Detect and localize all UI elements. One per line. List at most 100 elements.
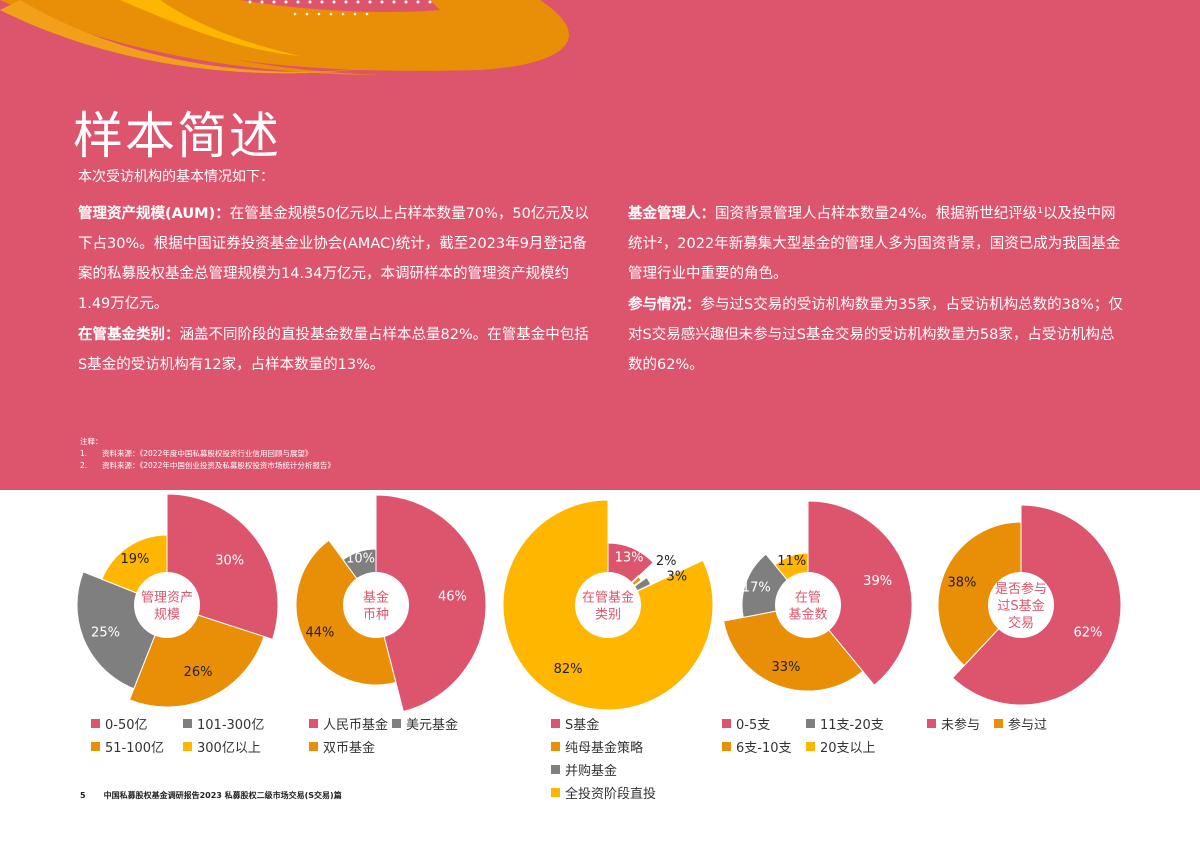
swatch-icon — [309, 742, 318, 751]
legend-item: 参与过 — [994, 714, 1047, 733]
donut-center-label: 管理资产 — [141, 591, 193, 606]
legend-item: 101-300亿 — [183, 714, 264, 733]
page-footer: 5 中国私募股权基金调研报告2023 私募股权二级市场交易(S交易)篇 — [80, 790, 342, 801]
paragraph-aum-label: 管理资产规模(AUM)： — [78, 206, 230, 222]
legend-item: 美元基金 — [392, 714, 458, 733]
slice-value-label: 39% — [863, 574, 892, 589]
paragraph-manager: 基金管理人：国资背景管理人占样本数量24%。根据新世纪评级¹以及投中网统计²，2… — [628, 199, 1128, 289]
paragraph-participation: 参与情况：参与过S交易的受访机构数量为35家，占受访机构总数的38%；仅对S交易… — [628, 290, 1128, 380]
paragraph-aum-text: 在管基金规模50亿元以上占样本数量70%，50亿元及以下占30%。根据中国证券投… — [78, 206, 589, 312]
swatch-icon — [551, 719, 560, 728]
slice-value-label: 26% — [184, 665, 213, 680]
paragraph-manager-text: 国资背景管理人占样本数量24%。根据新世纪评级¹以及投中网统计²，2022年新募… — [628, 206, 1121, 282]
legend-item: 11支-20支 — [806, 714, 884, 733]
donut-center-label: 交易 — [1008, 615, 1034, 631]
donut-chart-1: 30% 26% 25% 19% 管理资产规模 — [76, 493, 279, 708]
legend-item: 双币基金 — [309, 737, 375, 756]
legend-fund-category: S基金 纯母基金策略 并购基金 全投资阶段直投 — [551, 712, 670, 804]
swatch-icon — [551, 742, 560, 751]
page-number: 5 — [80, 791, 86, 800]
swatch-icon — [183, 742, 192, 751]
slice-value-label: 46% — [438, 589, 467, 604]
pie-slice — [375, 494, 487, 713]
donut-center-label: 基金数 — [788, 607, 827, 623]
slice-value-label: 25% — [91, 626, 120, 641]
donut-center — [575, 572, 641, 638]
legend-item: 全投资阶段直投 — [551, 783, 656, 802]
donut-center — [134, 572, 200, 638]
slice-value-label: 33% — [772, 660, 801, 675]
legend-fund-count: 0-5支 11支-20支 6支-10支 20支以上 — [722, 712, 898, 758]
slice-value-label: 10% — [346, 551, 375, 566]
decorative-swoosh-graphic — [0, 0, 569, 75]
legend-item: 6支-10支 — [722, 737, 800, 756]
slice-value-label: 38% — [948, 576, 977, 591]
swatch-icon — [392, 719, 402, 728]
donut-center-label: 是否参与 — [995, 581, 1047, 597]
donut-center-label: 在管基金 — [582, 590, 634, 606]
slice-value-label: 2% — [656, 554, 677, 569]
legend-participation: 未参与 参与过 — [927, 712, 1061, 735]
swatch-icon — [309, 719, 318, 728]
paragraph-manager-label: 基金管理人： — [628, 206, 715, 222]
legend-item: 未参与 — [927, 714, 980, 733]
swatch-icon — [183, 719, 192, 728]
swatch-icon — [994, 719, 1004, 728]
header-section: 样本简述 本次受访机构的基本情况如下： 管理资产规模(AUM)：在管基金规模50… — [0, 0, 1200, 490]
paragraph-participation-text: 参与过S交易的受访机构数量为35家，占受访机构总数的38%；仅对S交易感兴趣但未… — [628, 297, 1123, 373]
footnotes: 注释： 1. 资料来源：《2022年度中国私募股权投资行业信用回顾与展望》 2. 资… — [80, 436, 335, 472]
donut-center-label: 币种 — [363, 608, 389, 623]
swatch-icon — [91, 742, 100, 751]
donut-center-label: 规模 — [154, 608, 180, 623]
slice-value-label: 30% — [215, 553, 244, 568]
donut-center-label: 类别 — [595, 608, 621, 623]
slice-value-label: 44% — [305, 625, 334, 640]
paragraph-aum: 管理资产规模(AUM)：在管基金规模50亿元以上占样本数量70%，50亿元及以下… — [78, 199, 590, 319]
donut-center — [988, 572, 1054, 638]
legend-item: 人民币基金 — [309, 714, 388, 733]
slice-value-label: 17% — [742, 580, 771, 595]
legend-item: S基金 — [551, 714, 599, 733]
slice-value-label: 11% — [777, 554, 806, 569]
pie-slice — [722, 604, 864, 692]
footnote-2: 2. 资料来源：《2022年中国创业投资及私募股权投资市场统计分析报告》 — [80, 461, 335, 470]
slice-value-label: 19% — [121, 552, 150, 567]
page-title: 样本简述 — [73, 107, 281, 165]
footer-text: 中国私募股权基金调研报告2023 私募股权二级市场交易(S交易)篇 — [103, 791, 342, 800]
donut-center-label: 基金 — [363, 590, 389, 606]
swatch-icon — [927, 719, 936, 728]
legend-currency: 人民币基金 美元基金 双币基金 — [309, 712, 472, 758]
legend-item: 纯母基金策略 — [551, 737, 643, 756]
donut-chart-3: 13% 2%3% 82% 在管基金类别 — [502, 499, 714, 711]
legend-item: 0-5支 — [722, 714, 794, 733]
slice-value-label: 3% — [666, 569, 687, 584]
swatch-icon — [806, 719, 815, 728]
paragraph-category-label: 在管基金类别： — [78, 327, 180, 343]
legend-item: 并购基金 — [551, 760, 617, 779]
swatch-icon — [551, 765, 560, 774]
swatch-icon — [722, 719, 731, 728]
donut-center-label: 过S基金 — [997, 598, 1044, 614]
donut-center — [343, 572, 409, 638]
pie-slice — [937, 521, 1022, 667]
legend-item: 20支以上 — [806, 737, 876, 756]
donut-center — [775, 572, 841, 638]
donut-center-label: 在管 — [795, 591, 821, 606]
footnote-1: 1. 资料来源：《2022年度中国私募股权投资行业信用回顾与展望》 — [80, 449, 313, 458]
legend-item: 51-100亿 — [91, 737, 169, 756]
paragraph-category-text: 涵盖不同阶段的直投基金数量占样本总量82%。在管基金中包括S基金的受访机构有12… — [78, 327, 589, 373]
slice-value-label: 13% — [615, 550, 644, 565]
footnotes-heading: 注释： — [80, 437, 103, 446]
slice-value-label: 82% — [554, 662, 583, 677]
legend-aum: 0-50亿 101-300亿 51-100亿 300亿以上 — [91, 712, 278, 758]
paragraph-category: 在管基金类别：涵盖不同阶段的直投基金数量占样本总量82%。在管基金中包括S基金的… — [78, 320, 590, 380]
paragraph-participation-label: 参与情况： — [628, 297, 701, 313]
legend-item: 300亿以上 — [183, 737, 261, 756]
legend-item: 0-50亿 — [91, 714, 169, 733]
pie-slice — [807, 500, 913, 686]
swatch-icon — [806, 742, 815, 751]
